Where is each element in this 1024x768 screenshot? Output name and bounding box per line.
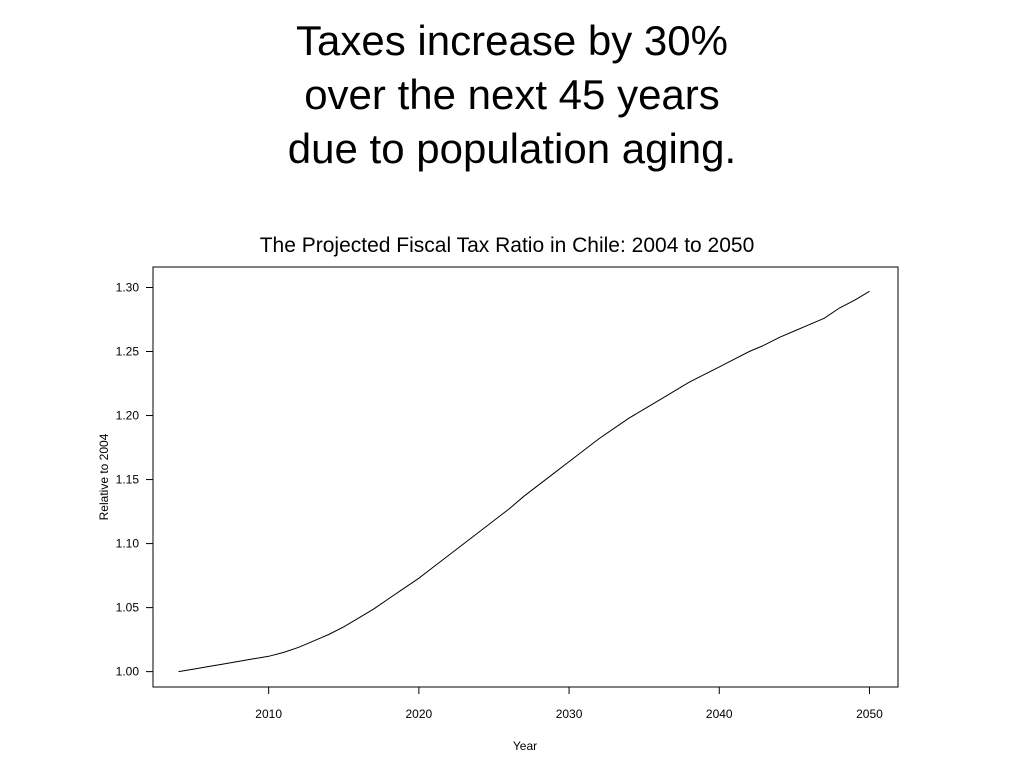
x-tick-label: 2050 — [856, 707, 883, 721]
y-axis: 1.00 1.05 1.10 1.15 1.20 1.25 1.30 — [116, 280, 153, 679]
y-axis-label: Relative to 2004 — [97, 433, 111, 520]
x-tick-label: 2040 — [706, 707, 733, 721]
x-tick-label: 2030 — [556, 707, 583, 721]
y-tick-label: 1.15 — [116, 473, 140, 487]
plot-frame — [152, 266, 899, 688]
y-tick-label: 1.00 — [116, 665, 140, 679]
y-tick-label: 1.10 — [116, 537, 140, 551]
headline-line-2: over the next 45 years — [304, 71, 720, 118]
chart-title: The Projected Fiscal Tax Ratio in Chile:… — [260, 234, 755, 257]
x-tick-label: 2010 — [255, 707, 282, 721]
headline-line-3: due to population aging. — [287, 125, 737, 172]
y-tick-label: 1.20 — [116, 409, 140, 423]
x-tick-label: 2020 — [406, 707, 433, 721]
slide-headline: Taxes increase by 30% over the next 45 y… — [0, 14, 1024, 176]
x-axis-label: Year — [513, 739, 537, 753]
x-axis: 2010 2020 2030 2040 2050 — [255, 687, 883, 721]
series-layer — [178, 290, 870, 673]
y-tick-label: 1.05 — [116, 601, 140, 615]
headline-line-1: Taxes increase by 30% — [296, 17, 728, 64]
series-line-0 — [178, 290, 870, 673]
y-tick-label: 1.25 — [116, 345, 140, 359]
y-tick-label: 1.30 — [116, 280, 140, 294]
